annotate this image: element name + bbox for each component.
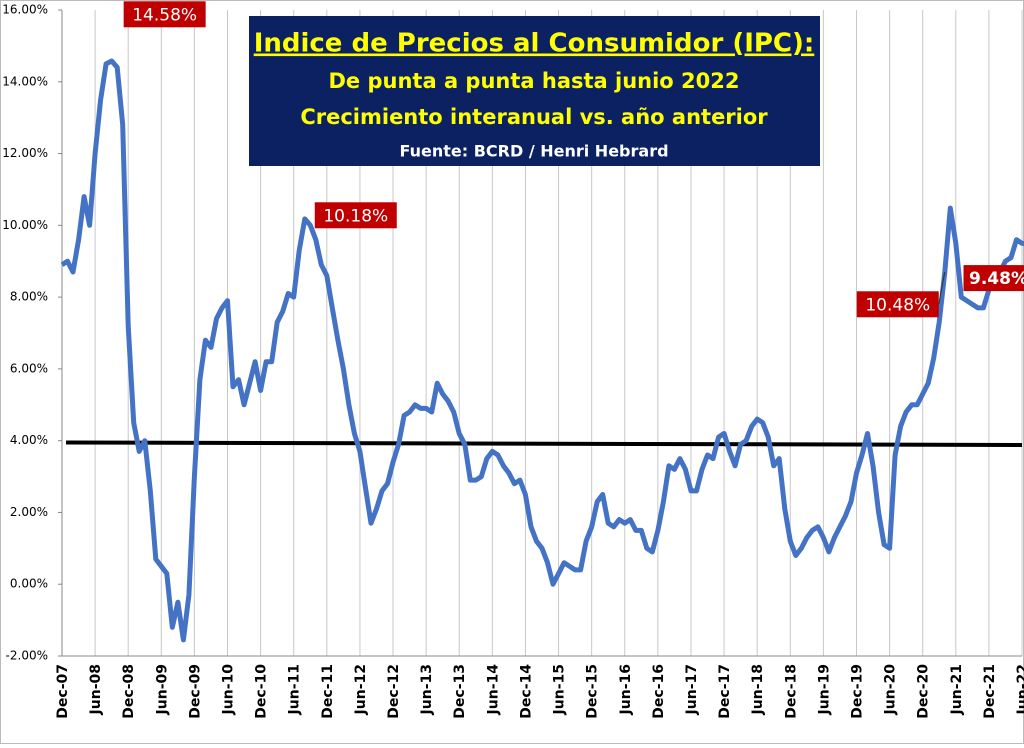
x-tick-label: Jun-14: [485, 664, 501, 716]
x-tick-label: Jun-17: [684, 664, 700, 715]
x-tick-label: Jun-18: [750, 664, 766, 715]
x-tick-label: Jun-19: [816, 664, 832, 715]
x-tick-label: Dec-10: [254, 664, 270, 719]
chart-title: Indice de Precios al Consumidor (IPC):: [254, 29, 815, 59]
value-label: 14.58%: [132, 5, 197, 25]
x-tick-label: Jun-22: [1015, 664, 1024, 715]
value-label: 10.18%: [323, 206, 388, 226]
y-tick-label: -2.00%: [6, 649, 48, 663]
y-tick-label: 12.00%: [2, 146, 48, 160]
x-tick-label: Jun-13: [419, 664, 435, 715]
title-box: [249, 16, 820, 166]
x-tick-label: Dec-09: [187, 664, 203, 719]
x-tick-label: Dec-20: [916, 664, 932, 719]
value-label-box: [856, 291, 939, 318]
x-tick-label: Jun-20: [883, 664, 899, 716]
leader-line: [938, 271, 946, 305]
y-tick-label: 16.00%: [2, 3, 48, 17]
x-tick-label: Dec-21: [982, 664, 998, 719]
x-tick-label: Jun-12: [353, 664, 369, 715]
reference-line: [65, 440, 1023, 447]
value-label: 9.48%: [969, 269, 1024, 289]
x-tick-label: Jun-10: [221, 664, 237, 716]
chart-subtitle: De punta a punta hasta junio 2022: [329, 69, 740, 93]
value-label: 10.48%: [865, 295, 930, 315]
x-tick-label: Dec-15: [585, 664, 601, 719]
value-label-box: [314, 202, 397, 229]
x-tick-label: Dec-16: [651, 664, 667, 719]
x-tick-label: Jun-08: [88, 664, 104, 715]
x-tick-label: Dec-13: [452, 664, 468, 719]
y-tick-label: 2.00%: [10, 505, 48, 519]
value-label-box: [963, 265, 1024, 292]
x-tick-label: Dec-12: [386, 664, 402, 719]
y-tick-label: 6.00%: [10, 361, 48, 375]
x-tick-label: Jun-11: [287, 664, 303, 715]
x-tick-label: Dec-14: [518, 664, 534, 719]
x-tick-label: Dec-19: [849, 664, 865, 719]
data-line: [60, 58, 1024, 643]
y-tick-label: 10.00%: [2, 218, 48, 232]
x-tick-label: Jun-09: [154, 664, 170, 715]
x-tick-label: Jun-15: [552, 664, 568, 715]
value-label-box: [123, 1, 206, 28]
x-tick-label: Jun-16: [618, 664, 634, 715]
x-tick-label: Dec-11: [320, 664, 336, 719]
chart-subtitle: Crecimiento interanual vs. año anterior: [300, 105, 768, 129]
x-tick-label: Jun-21: [949, 664, 965, 715]
y-tick-label: 0.00%: [10, 577, 48, 591]
y-tick-label: 8.00%: [10, 290, 48, 304]
source: Fuente: BCRD / Henri Hebrard: [399, 142, 668, 161]
y-tick-label: 4.00%: [10, 433, 48, 447]
x-tick-label: Dec-17: [717, 664, 733, 719]
x-tick-label: Dec-18: [783, 664, 799, 719]
x-tick-label: Dec-07: [55, 664, 71, 719]
x-tick-label: Dec-08: [121, 664, 137, 719]
y-tick-label: 14.00%: [2, 74, 48, 88]
